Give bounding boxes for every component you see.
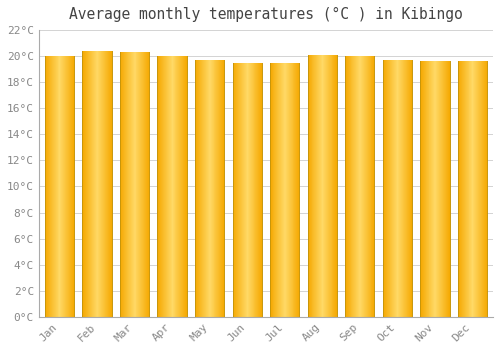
Title: Average monthly temperatures (°C ) in Kibingo: Average monthly temperatures (°C ) in Ki… bbox=[69, 7, 463, 22]
